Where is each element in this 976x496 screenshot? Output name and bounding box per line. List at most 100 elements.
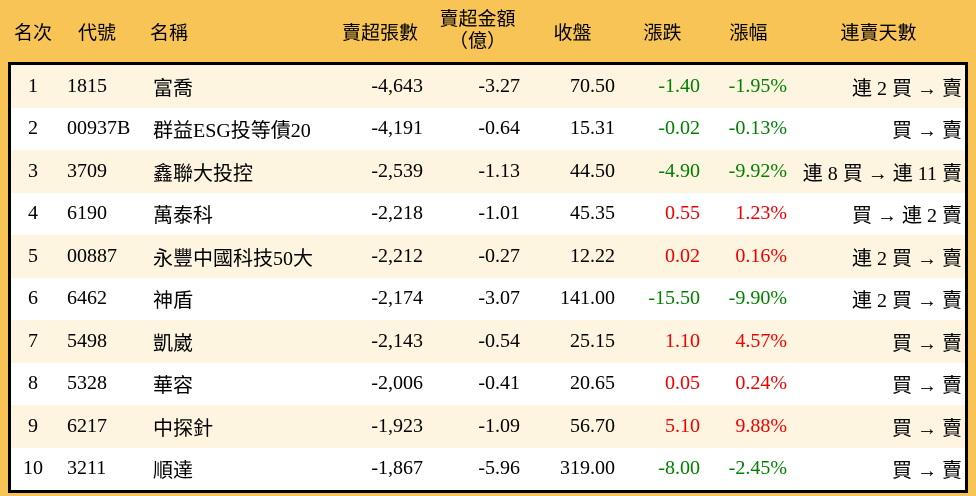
cell-stock-name: 永豐中國科技50大 bbox=[153, 247, 313, 270]
table-row: 6 6462 神盾 -2,174 -3.07 141.00 -15.50 -9.… bbox=[11, 277, 965, 320]
table-row: 1 1815 富喬 -4,643 -3.27 70.50 -1.40 -1.95… bbox=[11, 65, 965, 108]
cell-price-change-pct: -0.13% bbox=[728, 117, 787, 140]
cell-close-price: 319.00 bbox=[560, 457, 615, 480]
cell-close-price: 45.35 bbox=[570, 202, 615, 225]
cell-streak: 買 → 賣 bbox=[892, 332, 962, 355]
header-close: 收盤 bbox=[553, 22, 592, 44]
header-change-pct: 漲幅 bbox=[729, 22, 768, 44]
cell-rank: 9 bbox=[28, 414, 38, 437]
cell-price-change: 0.05 bbox=[665, 372, 700, 395]
header-code: 代號 bbox=[78, 22, 117, 44]
cell-stock-code: 5328 bbox=[67, 372, 107, 395]
table-row: 7 5498 凱崴 -2,143 -0.54 25.15 1.10 4.57% … bbox=[11, 320, 965, 363]
cell-close-price: 70.50 bbox=[570, 74, 615, 97]
header-sell-amount-line2: （億） bbox=[448, 31, 506, 52]
cell-rank: 7 bbox=[28, 329, 38, 352]
cell-price-change: -1.40 bbox=[658, 74, 700, 97]
cell-stock-name: 凱崴 bbox=[153, 332, 193, 355]
cell-close-price: 44.50 bbox=[570, 159, 615, 182]
cell-sell-volume: -2,006 bbox=[371, 372, 423, 395]
cell-price-change-pct: -9.92% bbox=[728, 159, 787, 182]
cell-stock-name: 中探針 bbox=[153, 417, 213, 440]
cell-stock-code: 00887 bbox=[67, 244, 117, 267]
cell-streak: 連 8 買 → 連 11 賣 bbox=[802, 162, 962, 185]
cell-stock-code: 5498 bbox=[67, 329, 107, 352]
cell-stock-code: 00937B bbox=[67, 117, 131, 140]
cell-sell-amount: -3.07 bbox=[478, 287, 520, 310]
cell-streak: 買 → 連 2 賣 bbox=[852, 205, 962, 228]
cell-price-change-pct: 0.24% bbox=[735, 372, 787, 395]
cell-stock-code: 6190 bbox=[67, 202, 107, 225]
cell-price-change-pct: -9.90% bbox=[728, 287, 787, 310]
table-body: 1 1815 富喬 -4,643 -3.27 70.50 -1.40 -1.95… bbox=[8, 62, 968, 493]
cell-stock-name: 鑫聯大投控 bbox=[153, 162, 253, 185]
cell-rank: 6 bbox=[28, 287, 38, 310]
cell-rank: 5 bbox=[28, 244, 38, 267]
table-header: 名次 代號 名稱 賣超張數 賣超金額 （億） 收盤 漲跌 漲幅 連賣天數 bbox=[0, 0, 976, 62]
cell-price-change: -4.90 bbox=[658, 159, 700, 182]
cell-price-change: 0.55 bbox=[665, 202, 700, 225]
table-row: 2 00937B 群益ESG投等債20 -4,191 -0.64 15.31 -… bbox=[11, 107, 965, 150]
table-row: 5 00887 永豐中國科技50大 -2,212 -0.27 12.22 0.0… bbox=[11, 235, 965, 278]
cell-streak: 連 2 買 → 賣 bbox=[852, 290, 962, 313]
cell-price-change: 1.10 bbox=[665, 329, 700, 352]
cell-sell-volume: -2,143 bbox=[371, 329, 423, 352]
cell-rank: 8 bbox=[28, 372, 38, 395]
cell-stock-name: 群益ESG投等債20 bbox=[153, 120, 311, 143]
table-row: 3 3709 鑫聯大投控 -2,539 -1.13 44.50 -4.90 -9… bbox=[11, 150, 965, 193]
cell-price-change-pct: 4.57% bbox=[735, 329, 787, 352]
cell-sell-volume: -4,643 bbox=[371, 74, 423, 97]
cell-price-change-pct: 1.23% bbox=[735, 202, 787, 225]
cell-close-price: 12.22 bbox=[570, 244, 615, 267]
cell-stock-name: 神盾 bbox=[153, 290, 193, 313]
cell-price-change-pct: 9.88% bbox=[735, 414, 787, 437]
cell-sell-amount: -1.13 bbox=[478, 159, 520, 182]
header-sell-amount-line1: 賣超金額 bbox=[439, 9, 516, 31]
cell-stock-name: 順達 bbox=[153, 460, 193, 483]
cell-sell-volume: -1,867 bbox=[371, 457, 423, 480]
cell-price-change: -15.50 bbox=[648, 287, 700, 310]
cell-sell-amount: -0.41 bbox=[478, 372, 520, 395]
cell-rank: 4 bbox=[28, 202, 38, 225]
cell-close-price: 15.31 bbox=[570, 117, 615, 140]
cell-sell-volume: -2,539 bbox=[371, 159, 423, 182]
cell-sell-amount: -3.27 bbox=[478, 74, 520, 97]
cell-streak: 買 → 賣 bbox=[892, 375, 962, 398]
cell-stock-code: 3211 bbox=[67, 457, 107, 480]
cell-sell-volume: -4,191 bbox=[371, 117, 423, 140]
header-change: 漲跌 bbox=[643, 22, 682, 44]
cell-price-change: -8.00 bbox=[658, 457, 700, 480]
cell-close-price: 25.15 bbox=[570, 329, 615, 352]
cell-close-price: 141.00 bbox=[560, 287, 615, 310]
table-row: 9 6217 中探針 -1,923 -1.09 56.70 5.10 9.88%… bbox=[11, 405, 965, 448]
cell-sell-amount: -1.01 bbox=[478, 202, 520, 225]
cell-rank: 3 bbox=[28, 159, 38, 182]
cell-sell-amount: -0.27 bbox=[478, 244, 520, 267]
cell-price-change: 0.02 bbox=[665, 244, 700, 267]
cell-sell-amount: -0.54 bbox=[478, 329, 520, 352]
header-streak: 連賣天數 bbox=[840, 22, 917, 44]
cell-sell-volume: -2,174 bbox=[371, 287, 423, 310]
cell-sell-amount: -0.64 bbox=[478, 117, 520, 140]
cell-stock-name: 萬泰科 bbox=[153, 205, 213, 228]
cell-streak: 連 2 買 → 賣 bbox=[852, 247, 962, 270]
header-sell-volume: 賣超張數 bbox=[341, 22, 418, 44]
cell-rank: 1 bbox=[28, 74, 38, 97]
cell-streak: 買 → 賣 bbox=[892, 120, 962, 143]
cell-sell-volume: -2,212 bbox=[371, 244, 423, 267]
table-row: 10 3211 順達 -1,867 -5.96 319.00 -8.00 -2.… bbox=[11, 447, 965, 490]
cell-close-price: 20.65 bbox=[570, 372, 615, 395]
cell-price-change-pct: 0.16% bbox=[735, 244, 787, 267]
cell-streak: 連 2 買 → 賣 bbox=[852, 77, 962, 100]
cell-stock-name: 富喬 bbox=[153, 77, 193, 100]
cell-streak: 買 → 賣 bbox=[892, 417, 962, 440]
header-rank: 名次 bbox=[13, 22, 52, 44]
cell-stock-code: 6217 bbox=[67, 414, 107, 437]
cell-rank: 2 bbox=[28, 117, 38, 140]
cell-price-change-pct: -1.95% bbox=[728, 74, 787, 97]
cell-stock-code: 1815 bbox=[67, 74, 107, 97]
header-sell-amount: 賣超金額 （億） bbox=[430, 9, 525, 53]
table-row: 4 6190 萬泰科 -2,218 -1.01 45.35 0.55 1.23%… bbox=[11, 192, 965, 235]
cell-streak: 買 → 賣 bbox=[892, 460, 962, 483]
